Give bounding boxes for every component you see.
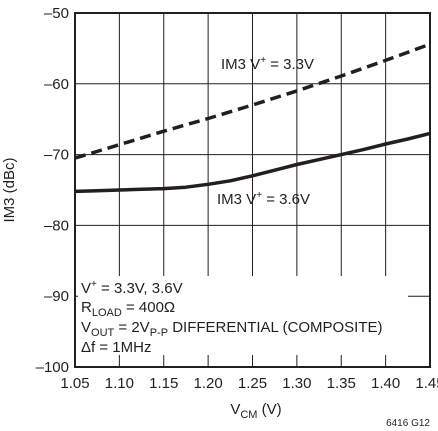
series-label-3v6: IM3 V+ = 3.6V: [217, 190, 310, 208]
series-line-3v6: [74, 131, 431, 194]
y-tick-label: –60: [44, 76, 69, 93]
condition-supply: V+ = 3.3V, 3.6V: [81, 279, 183, 297]
series-line-3v3: [74, 42, 431, 160]
x-axis-label: VCM (V): [230, 401, 281, 421]
x-tick-label: 1.35: [327, 375, 356, 392]
condition-rload: RLOAD = 400Ω: [81, 299, 175, 319]
x-tick-label: 1.05: [60, 375, 89, 392]
x-tick-label: 1.20: [194, 375, 223, 392]
condition-delta-f: Δf = 1MHz: [81, 339, 151, 356]
conditions-background: [78, 276, 408, 355]
x-tick-labels: 1.05 1.10 1.15 1.20 1.25 1.30 1.35 1.40 1.45: [60, 375, 438, 392]
x-tick-label: 1.25: [238, 375, 267, 392]
y-tick-label: –80: [44, 217, 69, 234]
y-tick-label: –70: [44, 147, 69, 164]
x-tick-label: 1.40: [371, 375, 400, 392]
figure-id: 6416 G12: [386, 418, 430, 429]
series-label-3v3: IM3 V+ = 3.3V: [221, 55, 314, 73]
y-tick-label: –90: [44, 288, 69, 305]
x-tick-label: 1.30: [282, 375, 311, 392]
y-tick-label: –100: [36, 359, 69, 376]
x-tick-label: 1.15: [149, 375, 178, 392]
condition-vout: VOUT = 2VP-P DIFFERENTIAL (COMPOSITE): [81, 319, 383, 339]
x-tick-label: 1.10: [105, 375, 134, 392]
series-group: [74, 42, 431, 194]
y-tick-label: –50: [44, 5, 69, 22]
y-tick-labels: –100 –90 –80 –70 –60 –50: [36, 5, 69, 376]
grid: [75, 13, 430, 367]
plot-frame: [74, 12, 431, 368]
x-tick-label: 1.45: [415, 375, 438, 392]
y-axis-label: IM3 (dBc): [1, 157, 18, 222]
